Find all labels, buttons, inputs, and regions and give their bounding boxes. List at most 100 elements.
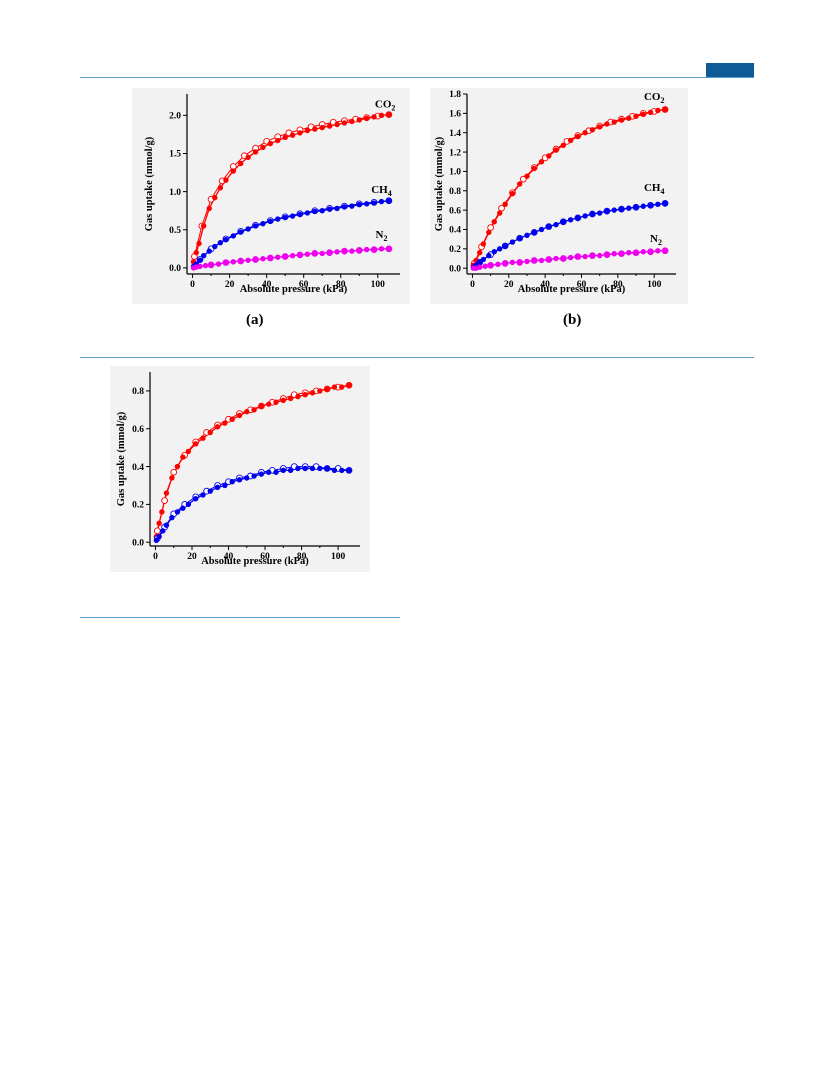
point-co2-adsorption [222, 420, 228, 426]
point-ch4-adsorption [222, 482, 228, 489]
point-co2-adsorption [287, 395, 294, 402]
point-n2-adsorption [223, 259, 229, 266]
series-label-ch4: CH4 [371, 184, 392, 198]
point-n2-adsorption [517, 259, 523, 266]
chart-panel-c: 0 20 40 60 80 100 0.0 0.2 0.4 0.6 0.8 Absolute pres… [110, 366, 370, 572]
point-ch4-adsorption [531, 229, 537, 236]
point-ch4-adsorption [497, 246, 503, 252]
point-co2-adsorption [289, 132, 296, 138]
x-tick-label: 100 [647, 280, 662, 290]
point-n2-adsorption [655, 248, 661, 254]
point-ch4-adsorption [626, 205, 632, 211]
y-tick-label: 1.8 [449, 90, 461, 100]
point-ch4-adsorption [524, 232, 530, 238]
point-co2-adsorption [604, 121, 610, 127]
point-n2-adsorption [349, 248, 355, 254]
point-ch4-adsorption [230, 233, 237, 239]
point-ch4-adsorption [244, 475, 250, 481]
point-ch4-adsorption [356, 201, 362, 208]
point-ch4-adsorption [582, 213, 588, 219]
point-co2-desorption [161, 497, 168, 504]
point-co2-adsorption [251, 407, 257, 413]
y-tick-label: 1.2 [449, 148, 461, 158]
series-label-co2: CO2 [644, 91, 665, 105]
point-ch4-adsorption [212, 243, 218, 250]
point-ch4-adsorption [502, 243, 508, 249]
point-ch4-adsorption [200, 252, 207, 259]
point-co2-adsorption [229, 416, 235, 422]
point-n2-adsorption [611, 250, 617, 257]
point-co2-adsorption [346, 382, 352, 388]
point-n2-adsorption [477, 264, 483, 270]
point-n2-adsorption [363, 246, 370, 253]
chart-c: 0 20 40 60 80 100 0.0 0.2 0.4 0.6 0.8 Absolute pres… [116, 372, 360, 567]
point-co2-adsorption [196, 240, 202, 247]
point-ch4-adsorption [223, 236, 229, 243]
point-ch4-adsorption [480, 256, 487, 263]
point-co2-adsorption [163, 490, 170, 496]
point-co2-adsorption [206, 205, 212, 212]
point-co2-adsorption [655, 107, 661, 114]
point-co2-adsorption [371, 114, 377, 120]
series-ch4: CH4 [190, 184, 393, 270]
chart-b: 0 20 40 60 80 100 0.0 0.2 0.4 0.6 0.8 1.0 1.2 1.4 1.6 1… [434, 90, 676, 295]
x-tick-label: 100 [331, 552, 346, 562]
point-ch4-adsorption [197, 257, 203, 263]
point-ch4-adsorption [160, 528, 166, 534]
point-co2-adsorption [169, 475, 175, 481]
point-n2-adsorption [282, 253, 288, 260]
point-co2-adsorption [309, 390, 316, 396]
point-co2-adsorption [486, 229, 492, 236]
point-co2-adsorption [339, 384, 345, 390]
point-n2-adsorption [524, 258, 530, 265]
point-co2-adsorption [546, 153, 552, 159]
point-co2-adsorption [491, 219, 497, 225]
point-co2-adsorption [282, 134, 288, 141]
point-ch4-adsorption [275, 216, 281, 222]
point-co2-adsorption [200, 223, 207, 229]
point-co2-adsorption [567, 137, 574, 144]
series-n2: N2 [190, 229, 393, 271]
point-co2-adsorption [238, 160, 244, 167]
x-tick-label: 40 [540, 280, 550, 290]
point-ch4-adsorption [618, 206, 625, 212]
point-ch4-adsorption [346, 467, 352, 474]
point-ch4-adsorption [546, 223, 552, 230]
point-co2-adsorption [192, 441, 199, 447]
y-tick-label: 0.6 [449, 206, 461, 216]
point-ch4-adsorption [349, 203, 355, 209]
y-tick-label: 0.8 [449, 187, 461, 197]
point-co2-desorption [153, 527, 161, 535]
corner-tab [706, 63, 754, 77]
x-axis-label: Absolute pressure (kPa) [201, 556, 309, 567]
series-co2: CO2 [470, 91, 669, 268]
point-ch4-adsorption [312, 208, 318, 215]
point-co2-adsorption [185, 448, 192, 455]
point-n2-adsorption [326, 249, 333, 256]
point-n2-adsorption [582, 253, 588, 260]
x-tick-label: 80 [336, 280, 346, 290]
point-co2-adsorption [230, 168, 237, 174]
point-co2-adsorption [647, 109, 654, 116]
top-rule [80, 77, 754, 78]
point-ch4-adsorption [560, 219, 567, 225]
point-co2-adsorption [386, 111, 392, 118]
point-ch4-adsorption [553, 221, 559, 228]
bottom-rule [80, 617, 400, 618]
point-n2-adsorption [341, 248, 348, 254]
point-co2-adsorption [280, 397, 287, 404]
point-n2-adsorption [575, 253, 581, 260]
point-co2-adsorption [212, 195, 218, 201]
point-co2-adsorption [236, 412, 243, 419]
point-co2-adsorption [324, 386, 330, 392]
point-n2-adsorption [202, 262, 209, 269]
x-tick-label: 20 [225, 280, 235, 290]
point-n2-adsorption [371, 246, 377, 253]
point-co2-adsorption [180, 454, 186, 460]
point-co2-adsorption [297, 130, 303, 136]
point-co2-adsorption [217, 185, 224, 191]
x-tick-label: 60 [577, 280, 587, 290]
point-co2-adsorption [560, 142, 567, 148]
point-co2-adsorption [553, 147, 559, 153]
point-co2-adsorption [538, 159, 545, 165]
